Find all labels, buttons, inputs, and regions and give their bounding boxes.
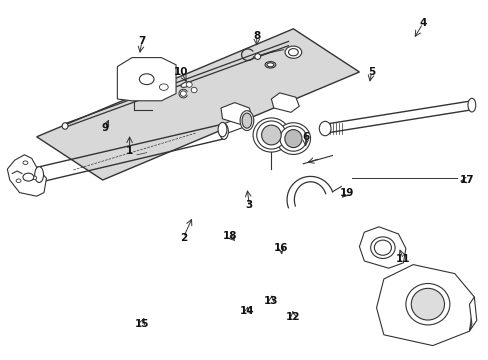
Ellipse shape [276, 123, 310, 154]
Text: 14: 14 [239, 306, 254, 316]
Text: 2: 2 [180, 233, 186, 243]
Polygon shape [222, 115, 246, 135]
Text: 17: 17 [459, 175, 473, 185]
Text: 15: 15 [134, 319, 149, 329]
Text: 12: 12 [285, 312, 300, 322]
Ellipse shape [467, 98, 475, 112]
Ellipse shape [319, 121, 330, 136]
Text: 11: 11 [395, 254, 410, 264]
Ellipse shape [186, 82, 192, 87]
Ellipse shape [23, 173, 34, 181]
Ellipse shape [32, 176, 37, 180]
Ellipse shape [288, 49, 298, 56]
Text: 16: 16 [273, 243, 288, 253]
Ellipse shape [284, 130, 302, 148]
Ellipse shape [35, 167, 43, 183]
Ellipse shape [159, 84, 168, 90]
Ellipse shape [219, 123, 228, 139]
Ellipse shape [254, 54, 260, 59]
Ellipse shape [16, 179, 21, 183]
Polygon shape [37, 29, 359, 180]
Text: 3: 3 [245, 200, 252, 210]
Ellipse shape [62, 123, 68, 129]
Text: 9: 9 [102, 123, 108, 133]
Text: 13: 13 [264, 296, 278, 306]
Text: 10: 10 [173, 67, 188, 77]
Text: 18: 18 [222, 231, 237, 241]
Ellipse shape [256, 121, 285, 149]
Text: 1: 1 [126, 146, 133, 156]
Polygon shape [271, 93, 299, 112]
Polygon shape [468, 297, 476, 331]
Ellipse shape [191, 87, 197, 93]
Ellipse shape [261, 125, 281, 145]
Polygon shape [117, 58, 176, 101]
Text: 6: 6 [302, 132, 308, 142]
Polygon shape [221, 103, 251, 124]
Ellipse shape [410, 288, 444, 320]
Ellipse shape [279, 126, 306, 151]
Polygon shape [7, 155, 46, 196]
Ellipse shape [266, 63, 273, 67]
Ellipse shape [242, 113, 251, 128]
Text: 7: 7 [138, 36, 145, 46]
Ellipse shape [139, 74, 154, 85]
Ellipse shape [264, 62, 275, 68]
Polygon shape [359, 227, 405, 268]
Ellipse shape [370, 237, 394, 258]
Text: 19: 19 [339, 188, 354, 198]
Ellipse shape [285, 46, 301, 58]
Ellipse shape [181, 82, 190, 87]
Ellipse shape [240, 111, 253, 130]
Text: 4: 4 [418, 18, 426, 28]
Ellipse shape [180, 91, 186, 96]
Ellipse shape [253, 118, 289, 152]
Polygon shape [376, 265, 473, 346]
Ellipse shape [23, 161, 28, 165]
Text: 5: 5 [367, 67, 374, 77]
Ellipse shape [405, 284, 449, 325]
Ellipse shape [218, 122, 226, 137]
Ellipse shape [374, 240, 391, 255]
Text: 8: 8 [253, 31, 260, 41]
